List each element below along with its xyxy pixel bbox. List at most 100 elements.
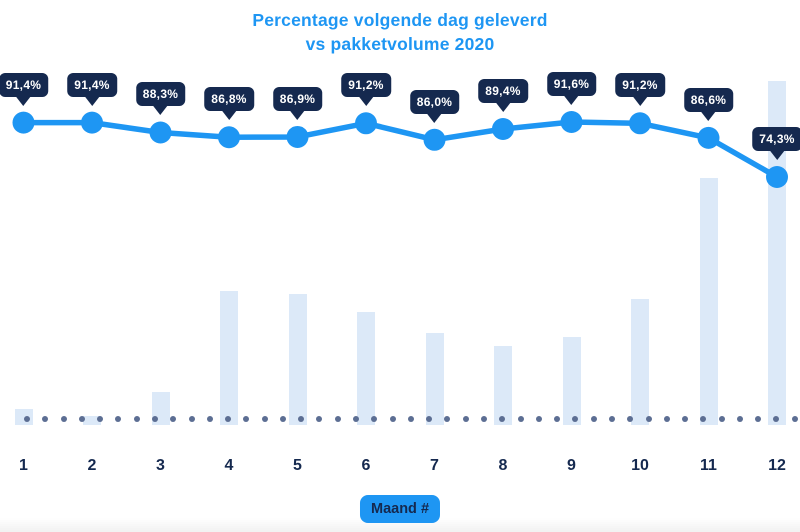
- value-badge: 91,2%: [341, 73, 391, 98]
- baseline-dot: [243, 416, 250, 422]
- month-label: 10: [631, 457, 649, 474]
- baseline-dot: [663, 416, 670, 422]
- baseline-dot: [535, 416, 542, 422]
- value-badge: 91,4%: [67, 72, 117, 97]
- value-badge: 89,4%: [478, 78, 528, 103]
- month-label: 7: [430, 457, 439, 474]
- baseline-dot: [407, 416, 414, 422]
- baseline-dot: [773, 416, 780, 422]
- volume-bar: [631, 299, 649, 425]
- baseline-dot: [170, 416, 177, 422]
- month-label: 6: [361, 457, 371, 474]
- page-edge-band: [0, 518, 800, 532]
- baseline-dot: [499, 416, 506, 422]
- baseline-dot: [353, 416, 360, 422]
- month-label: 11: [700, 457, 717, 474]
- value-badge-label: 91,4%: [74, 77, 110, 92]
- baseline-dot: [462, 416, 469, 422]
- month-label: 5: [293, 457, 302, 474]
- baseline-dot: [334, 416, 341, 422]
- month-label: 12: [768, 457, 786, 474]
- line-marker: [697, 126, 720, 149]
- baseline-dot: [261, 416, 268, 422]
- value-badge-label: 89,4%: [485, 83, 521, 98]
- chart-title-line2: vs pakketvolume 2020: [305, 34, 495, 54]
- value-badge: 86,8%: [204, 87, 254, 112]
- chart-title: Percentage volgende dag geleverd vs pakk…: [0, 8, 800, 56]
- line-marker: [560, 111, 583, 134]
- baseline-dot: [206, 416, 213, 422]
- value-badge-label: 74,3%: [759, 132, 795, 146]
- volume-bar: [425, 333, 444, 425]
- baseline-dot: [42, 416, 49, 422]
- line-marker: [423, 128, 446, 151]
- baseline-dot: [481, 416, 487, 422]
- value-badge-label: 91,2%: [622, 78, 658, 93]
- month-label: 1: [19, 457, 28, 474]
- value-badge-label: 88,3%: [142, 87, 179, 102]
- line-marker: [286, 125, 309, 148]
- value-badge-label: 86,9%: [279, 91, 316, 106]
- x-axis-label-pill: Maand #: [359, 495, 441, 523]
- value-badge-label: 86,6%: [690, 92, 727, 107]
- baseline-dot: [371, 416, 378, 422]
- value-badge-label: 91,6%: [553, 77, 590, 91]
- value-badge: 88,3%: [135, 82, 186, 107]
- volume-bar: [699, 178, 718, 425]
- baseline-dot: [627, 416, 634, 422]
- baseline-dot: [572, 416, 579, 422]
- baseline-dot: [426, 416, 433, 422]
- baseline-dot: [115, 416, 122, 422]
- value-badge: 91,4%: [0, 72, 49, 97]
- volume-bar: [562, 336, 581, 425]
- month-label: 2: [87, 457, 97, 474]
- baseline-dot: [645, 416, 652, 422]
- baseline-dot: [590, 416, 597, 422]
- volume-bar: [288, 293, 307, 425]
- value-badge: 91,2%: [615, 73, 665, 98]
- baseline-dot: [755, 416, 762, 422]
- month-label: 8: [498, 457, 508, 474]
- baseline-dot: [517, 416, 524, 422]
- baseline-dot: [608, 416, 615, 422]
- baseline-dot: [700, 416, 707, 422]
- chart-title-line1: Percentage volgende dag geleverd: [252, 10, 548, 30]
- baseline-dot: [554, 416, 561, 422]
- value-badge: 86,9%: [272, 86, 323, 111]
- baseline-dot: [225, 416, 232, 422]
- month-label: 4: [224, 457, 234, 474]
- value-badge-label: 91,4%: [5, 77, 42, 92]
- baseline-dot: [151, 416, 158, 422]
- baseline-dot: [188, 416, 195, 422]
- month-label: 9: [567, 457, 576, 474]
- volume-bar: [494, 345, 512, 425]
- value-badge-label: 91,2%: [348, 78, 384, 93]
- baseline-dot: [389, 416, 396, 422]
- value-badge: 74,3%: [752, 127, 800, 151]
- baseline-dot: [298, 416, 305, 422]
- baseline-dot: [718, 416, 725, 422]
- volume-bar: [220, 290, 238, 425]
- baseline-dot: [78, 416, 85, 422]
- percentage-line: [20, 119, 780, 180]
- baseline-dot: [682, 416, 689, 422]
- month-label: 3: [156, 457, 165, 474]
- baseline-dot: [444, 416, 451, 422]
- baseline-dot: [133, 416, 140, 422]
- line-marker: [149, 121, 172, 144]
- baseline-dot: [24, 416, 30, 422]
- value-badge: 86,6%: [683, 87, 734, 112]
- value-badge: 86,0%: [409, 89, 460, 114]
- baseline-dot: [279, 416, 286, 422]
- volume-bar: [83, 416, 101, 425]
- value-badge: 91,6%: [546, 72, 597, 96]
- baseline-dot: [791, 416, 798, 422]
- value-badge-label: 86,8%: [211, 92, 247, 107]
- line-marker: [12, 111, 35, 134]
- baseline-dot: [736, 416, 743, 422]
- line-marker: [629, 112, 651, 135]
- baseline-dot: [316, 416, 323, 422]
